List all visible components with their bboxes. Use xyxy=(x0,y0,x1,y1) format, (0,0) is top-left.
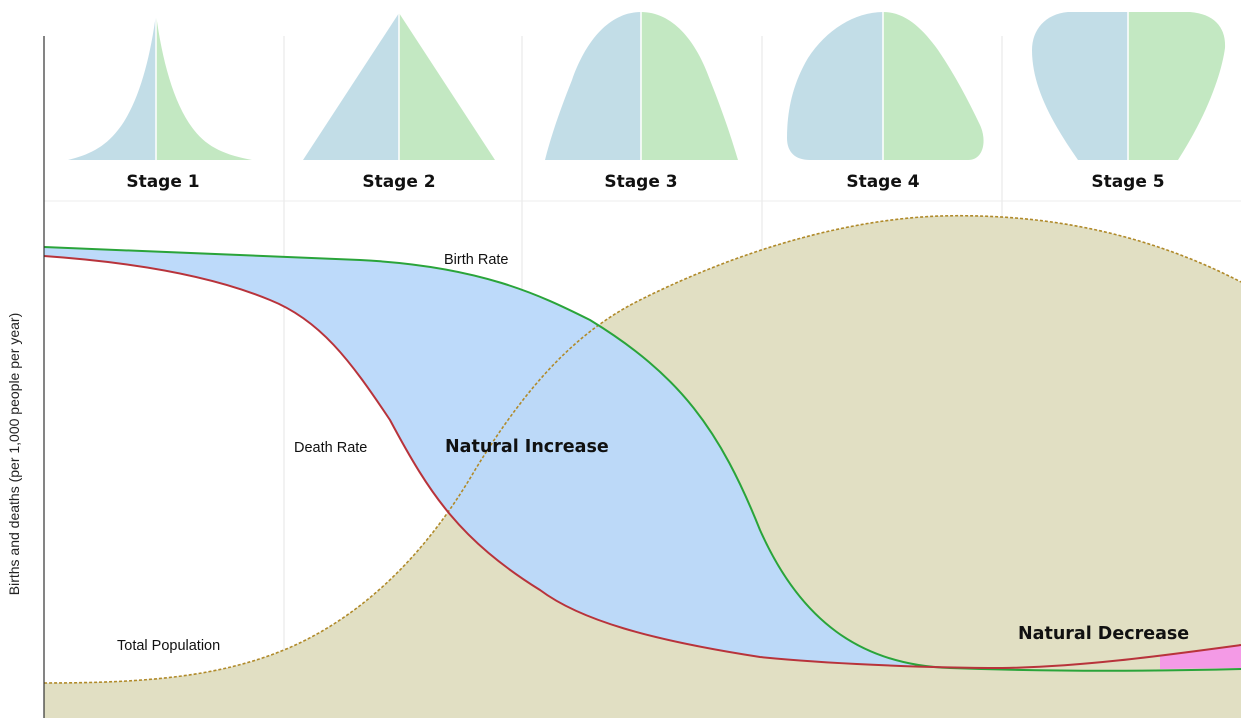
pyramid-stage-2-female xyxy=(399,13,495,160)
pyramid-stage-4 xyxy=(787,12,984,160)
pyramid-stage-4-male xyxy=(787,12,883,160)
pyramid-stage-1-female xyxy=(156,14,252,160)
total-population-label: Total Population xyxy=(117,638,220,654)
stage-2-label: Stage 2 xyxy=(362,172,435,192)
y-axis-label: Births and deaths (per 1,000 people per … xyxy=(6,313,22,596)
birth-rate-label: Birth Rate xyxy=(444,252,508,268)
pyramid-stage-5-male xyxy=(1032,12,1128,160)
stage-labels: Stage 1 Stage 2 Stage 3 Stage 4 Stage 5 xyxy=(126,172,1164,192)
natural-increase-area xyxy=(44,247,1002,668)
stage-3-label: Stage 3 xyxy=(604,172,677,192)
pyramid-stage-5-female xyxy=(1128,12,1226,160)
pyramid-stage-3-male xyxy=(545,12,641,160)
pyramid-stage-2-male xyxy=(303,13,399,160)
natural-decrease-label: Natural Decrease xyxy=(1018,624,1189,644)
pyramid-stage-1-male xyxy=(68,14,156,160)
stage-4-label: Stage 4 xyxy=(846,172,919,192)
death-rate-line xyxy=(43,255,1241,670)
pyramid-stage-5 xyxy=(1032,12,1226,160)
birth-rate-line xyxy=(43,246,1241,672)
population-pyramids xyxy=(68,12,1226,160)
stage-5-label: Stage 5 xyxy=(1091,172,1164,192)
pyramid-stage-1 xyxy=(68,14,252,160)
pyramid-stage-4-female xyxy=(883,12,984,160)
pyramid-stage-3-female xyxy=(641,12,738,160)
natural-increase-label: Natural Increase xyxy=(445,437,609,457)
natural-decrease-area xyxy=(1160,645,1241,669)
pyramid-stage-3 xyxy=(545,12,738,160)
pyramid-stage-2 xyxy=(303,13,495,160)
total-population-line xyxy=(43,214,1241,684)
stage-1-label: Stage 1 xyxy=(126,172,199,192)
death-rate-label: Death Rate xyxy=(294,440,367,456)
